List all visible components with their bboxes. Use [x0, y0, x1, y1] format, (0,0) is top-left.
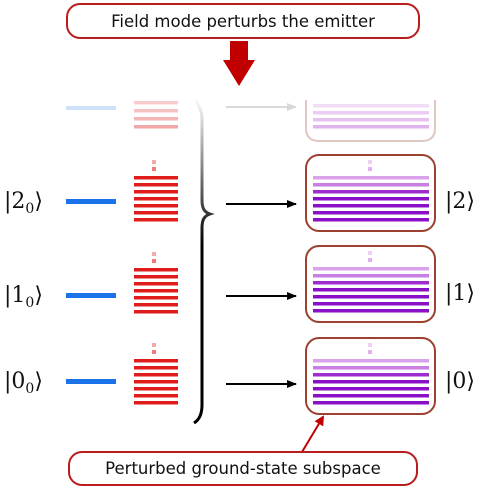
faded-perturbed-box	[305, 100, 436, 142]
left-label-0: |00⟩	[4, 369, 43, 397]
caption-pointer	[301, 415, 325, 453]
faded-emitter-level	[66, 106, 116, 110]
field-stack-0	[134, 343, 178, 405]
faded-row	[66, 100, 436, 142]
top-caption: Field mode perturbs the emitter	[66, 3, 420, 39]
row-1: |10⟩	[4, 245, 475, 323]
emitter-level-1	[66, 293, 116, 298]
perturbed-box-2	[305, 154, 436, 232]
bottom-caption: Perturbed ground-state subspace	[68, 451, 418, 486]
perturbed-box-0	[305, 337, 436, 415]
perturbed-box-1	[305, 245, 436, 323]
left-label-2: |20⟩	[4, 189, 43, 217]
big-down-arrow	[223, 41, 255, 86]
right-label-2: |2⟩	[445, 189, 475, 214]
grouping-brace	[193, 96, 215, 425]
right-label-1: |1⟩	[445, 281, 475, 306]
row-0: |00⟩	[4, 337, 475, 415]
emitter-level-0	[66, 379, 116, 384]
field-stack-1	[134, 252, 178, 314]
left-label-1: |10⟩	[4, 283, 43, 311]
emitter-level-2	[66, 199, 116, 204]
right-label-0: |0⟩	[445, 369, 475, 394]
row-2: |20⟩	[4, 154, 475, 232]
faded-field-stack	[134, 101, 178, 129]
field-stack-2	[134, 160, 178, 222]
